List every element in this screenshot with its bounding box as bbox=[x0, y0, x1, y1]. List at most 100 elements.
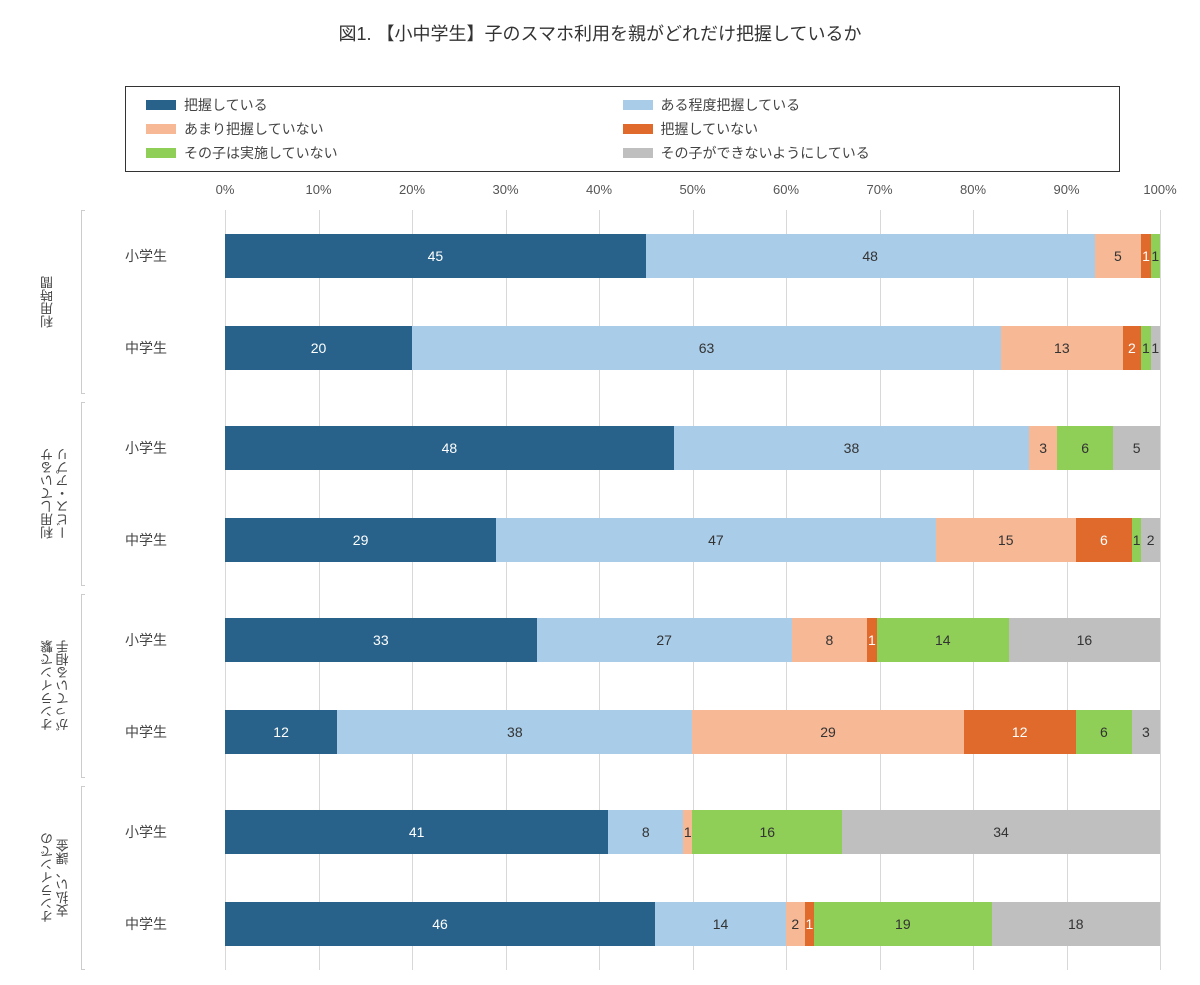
bar-segment: 13 bbox=[1001, 326, 1123, 370]
chart-group: オンラインで繋がっている相手小学生3327811416中学生1238291263 bbox=[85, 594, 1160, 778]
bar-track: 4838365 bbox=[225, 426, 1160, 470]
x-axis: 0%10%20%30%40%50%60%70%80%90%100% bbox=[85, 182, 1160, 210]
bar-segment: 1 bbox=[683, 810, 692, 854]
bar-segment: 12 bbox=[225, 710, 337, 754]
bar-segment: 29 bbox=[225, 518, 496, 562]
bar-row: 中学生1238291263 bbox=[85, 686, 1160, 778]
bar-segment: 20 bbox=[225, 326, 412, 370]
row-label: 中学生 bbox=[85, 530, 225, 550]
legend-label: 把握している bbox=[184, 95, 268, 115]
legend: 把握している ある程度把握しているあまり把握していない 把握していないその子は実施し… bbox=[125, 86, 1120, 172]
bar-segment: 41 bbox=[225, 810, 608, 854]
bar-segment: 6 bbox=[1076, 518, 1132, 562]
group-label: 利用時間 bbox=[40, 276, 80, 328]
legend-item: その子は実施していない bbox=[146, 141, 623, 165]
legend-label: 把握していない bbox=[661, 119, 759, 139]
bar-segment: 46 bbox=[225, 902, 655, 946]
bar-track: 1238291263 bbox=[225, 710, 1160, 754]
bar-segment: 3 bbox=[1029, 426, 1057, 470]
legend-swatch bbox=[623, 124, 653, 134]
bar-segment: 5 bbox=[1113, 426, 1160, 470]
bar-segment: 8 bbox=[608, 810, 683, 854]
bar-segment: 18 bbox=[992, 902, 1160, 946]
group-label: オンラインでの支払い、課金 bbox=[40, 832, 80, 924]
bar-segment: 2 bbox=[786, 902, 805, 946]
bar-segment: 1 bbox=[867, 618, 876, 662]
bar-row: 小学生4548511 bbox=[85, 210, 1160, 302]
bar-row: 中学生4614211918 bbox=[85, 878, 1160, 970]
legend-label: ある程度把握している bbox=[661, 95, 801, 115]
bar-segment: 6 bbox=[1057, 426, 1113, 470]
row-label: 小学生 bbox=[85, 246, 225, 266]
axis-tick: 40% bbox=[586, 182, 612, 197]
chart-group: 利用しているサービス・アプリ小学生4838365中学生294715612 bbox=[85, 402, 1160, 586]
legend-swatch bbox=[623, 100, 653, 110]
bar-segment: 27 bbox=[537, 618, 792, 662]
chart: 0%10%20%30%40%50%60%70%80%90%100% 利用時間小学… bbox=[85, 182, 1160, 970]
legend-swatch bbox=[146, 148, 176, 158]
bar-segment: 1 bbox=[1141, 326, 1150, 370]
bar-segment: 47 bbox=[496, 518, 935, 562]
bar-track: 206313211 bbox=[225, 326, 1160, 370]
axis-tick: 50% bbox=[679, 182, 705, 197]
bar-segment: 16 bbox=[692, 810, 842, 854]
bar-segment: 1 bbox=[1132, 518, 1141, 562]
bar-segment: 1 bbox=[1151, 234, 1160, 278]
legend-swatch bbox=[146, 100, 176, 110]
bar-segment: 48 bbox=[225, 426, 674, 470]
chart-group: オンラインでの支払い、課金小学生41811634中学生4614211918 bbox=[85, 786, 1160, 970]
group-label: オンラインで繋がっている相手 bbox=[40, 640, 80, 732]
row-label: 中学生 bbox=[85, 914, 225, 934]
bar-segment: 8 bbox=[792, 618, 868, 662]
bar-row: 中学生206313211 bbox=[85, 302, 1160, 394]
bar-segment: 6 bbox=[1076, 710, 1132, 754]
plot-area: 利用時間小学生4548511中学生206313211利用しているサービス・アプリ… bbox=[85, 210, 1160, 970]
bar-segment: 15 bbox=[936, 518, 1076, 562]
bar-track: 4614211918 bbox=[225, 902, 1160, 946]
legend-swatch bbox=[623, 148, 653, 158]
bar-row: 中学生294715612 bbox=[85, 494, 1160, 586]
bar-row: 小学生4838365 bbox=[85, 402, 1160, 494]
bar-segment: 16 bbox=[1009, 618, 1160, 662]
legend-item: 把握している bbox=[146, 93, 623, 117]
bar-segment: 19 bbox=[814, 902, 992, 946]
legend-label: その子ができないようにしている bbox=[661, 143, 870, 163]
row-label: 小学生 bbox=[85, 438, 225, 458]
chart-title: 図1. 【小中学生】子のスマホ利用を親がどれだけ把握しているか bbox=[40, 20, 1160, 46]
legend-swatch bbox=[146, 124, 176, 134]
legend-label: あまり把握していない bbox=[184, 119, 324, 139]
bar-track: 41811634 bbox=[225, 810, 1160, 854]
axis-tick: 20% bbox=[399, 182, 425, 197]
bar-segment: 48 bbox=[646, 234, 1095, 278]
row-label: 小学生 bbox=[85, 822, 225, 842]
row-label: 中学生 bbox=[85, 722, 225, 742]
bar-segment: 34 bbox=[842, 810, 1160, 854]
bar-segment: 1 bbox=[805, 902, 814, 946]
bar-segment: 63 bbox=[412, 326, 1001, 370]
legend-item: 把握していない bbox=[623, 117, 1100, 141]
bar-segment: 45 bbox=[225, 234, 646, 278]
row-label: 中学生 bbox=[85, 338, 225, 358]
axis-tick: 60% bbox=[773, 182, 799, 197]
bar-segment: 14 bbox=[655, 902, 786, 946]
bar-segment: 1 bbox=[1141, 234, 1150, 278]
axis-tick: 100% bbox=[1143, 182, 1176, 197]
bar-row: 小学生3327811416 bbox=[85, 594, 1160, 686]
bar-segment: 29 bbox=[692, 710, 963, 754]
legend-item: その子ができないようにしている bbox=[623, 141, 1100, 165]
bar-track: 3327811416 bbox=[225, 618, 1160, 662]
axis-tick: 0% bbox=[216, 182, 235, 197]
legend-item: あまり把握していない bbox=[146, 117, 623, 141]
bar-segment: 3 bbox=[1132, 710, 1160, 754]
bar-track: 294715612 bbox=[225, 518, 1160, 562]
bar-segment: 33 bbox=[225, 618, 537, 662]
axis-tick: 70% bbox=[866, 182, 892, 197]
axis-tick: 30% bbox=[492, 182, 518, 197]
bar-segment: 5 bbox=[1095, 234, 1142, 278]
legend-label: その子は実施していない bbox=[184, 143, 338, 163]
axis-tick: 80% bbox=[960, 182, 986, 197]
legend-item: ある程度把握している bbox=[623, 93, 1100, 117]
bar-segment: 1 bbox=[1151, 326, 1160, 370]
bar-segment: 14 bbox=[877, 618, 1009, 662]
bar-segment: 2 bbox=[1123, 326, 1142, 370]
